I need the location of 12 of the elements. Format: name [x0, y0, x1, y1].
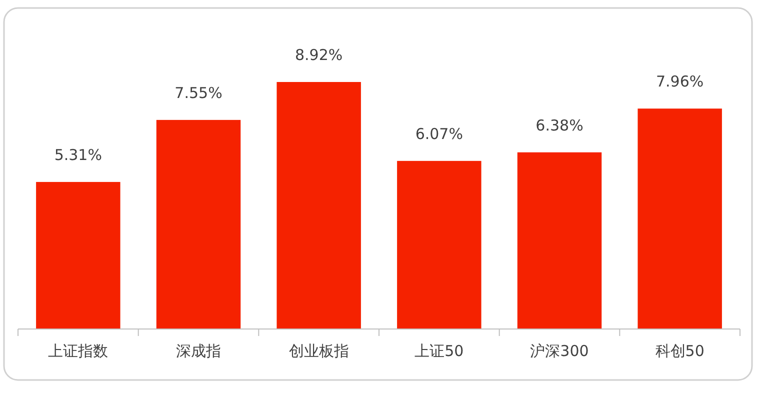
x-tick-label: 沪深300: [530, 342, 589, 360]
x-tick-label: 上证指数: [48, 342, 108, 360]
data-label: 6.38%: [536, 116, 584, 134]
data-label: 7.55%: [174, 84, 222, 102]
x-tick-label: 创业板指: [288, 342, 349, 360]
data-label: 8.92%: [295, 46, 343, 64]
data-label: 7.96%: [656, 72, 704, 91]
data-label: 6.07%: [415, 124, 463, 143]
x-tick-label: 深成指: [176, 342, 221, 360]
x-tick-label: 上证50: [414, 342, 464, 360]
data-label: 5.31%: [54, 146, 102, 164]
x-tick-label: 科创50: [655, 342, 704, 360]
